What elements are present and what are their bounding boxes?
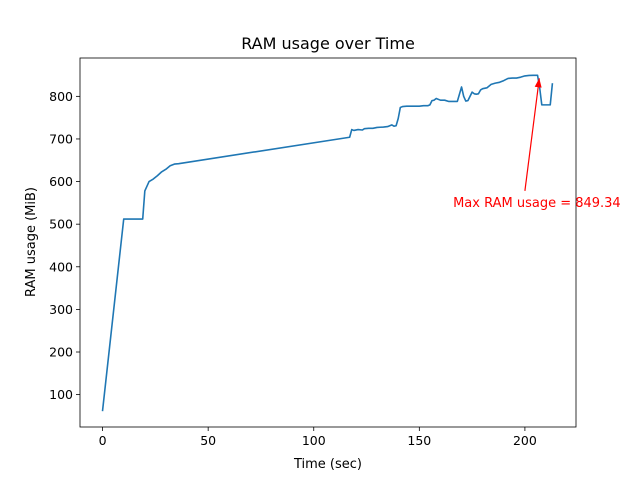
y-tick-label: 400: [49, 259, 73, 274]
x-tick-label: 50: [200, 433, 216, 448]
series-line-0: [101, 74, 554, 412]
axes-frame: [79, 57, 577, 428]
annotation-text: Max RAM usage = 849.34: [453, 196, 621, 211]
x-tick-label: 100: [302, 433, 326, 448]
x-tick-label: 150: [407, 433, 431, 448]
x-axis-label: Time (sec): [293, 457, 362, 472]
y-tick-label: 200: [49, 345, 73, 360]
y-axis-label: RAM usage (MiB): [24, 187, 39, 297]
x-tick-label: 0: [99, 433, 107, 448]
y-tick-label: 600: [49, 174, 73, 189]
annotation-arrow-line: [524, 78, 540, 191]
y-tick-label: 700: [49, 131, 73, 146]
annotation-arrow-head: [534, 78, 542, 88]
y-tick-label: 800: [49, 89, 73, 104]
y-tick-label: 500: [49, 217, 73, 232]
y-tick-label: 100: [49, 387, 73, 402]
x-tick-label: 200: [513, 433, 537, 448]
y-tick-label: 300: [49, 302, 73, 317]
plot-area: 0 50 100 150 200 100 200 300 400 500 600 700 800 Max …: [49, 57, 621, 448]
chart-title: RAM usage over Time: [241, 34, 415, 53]
